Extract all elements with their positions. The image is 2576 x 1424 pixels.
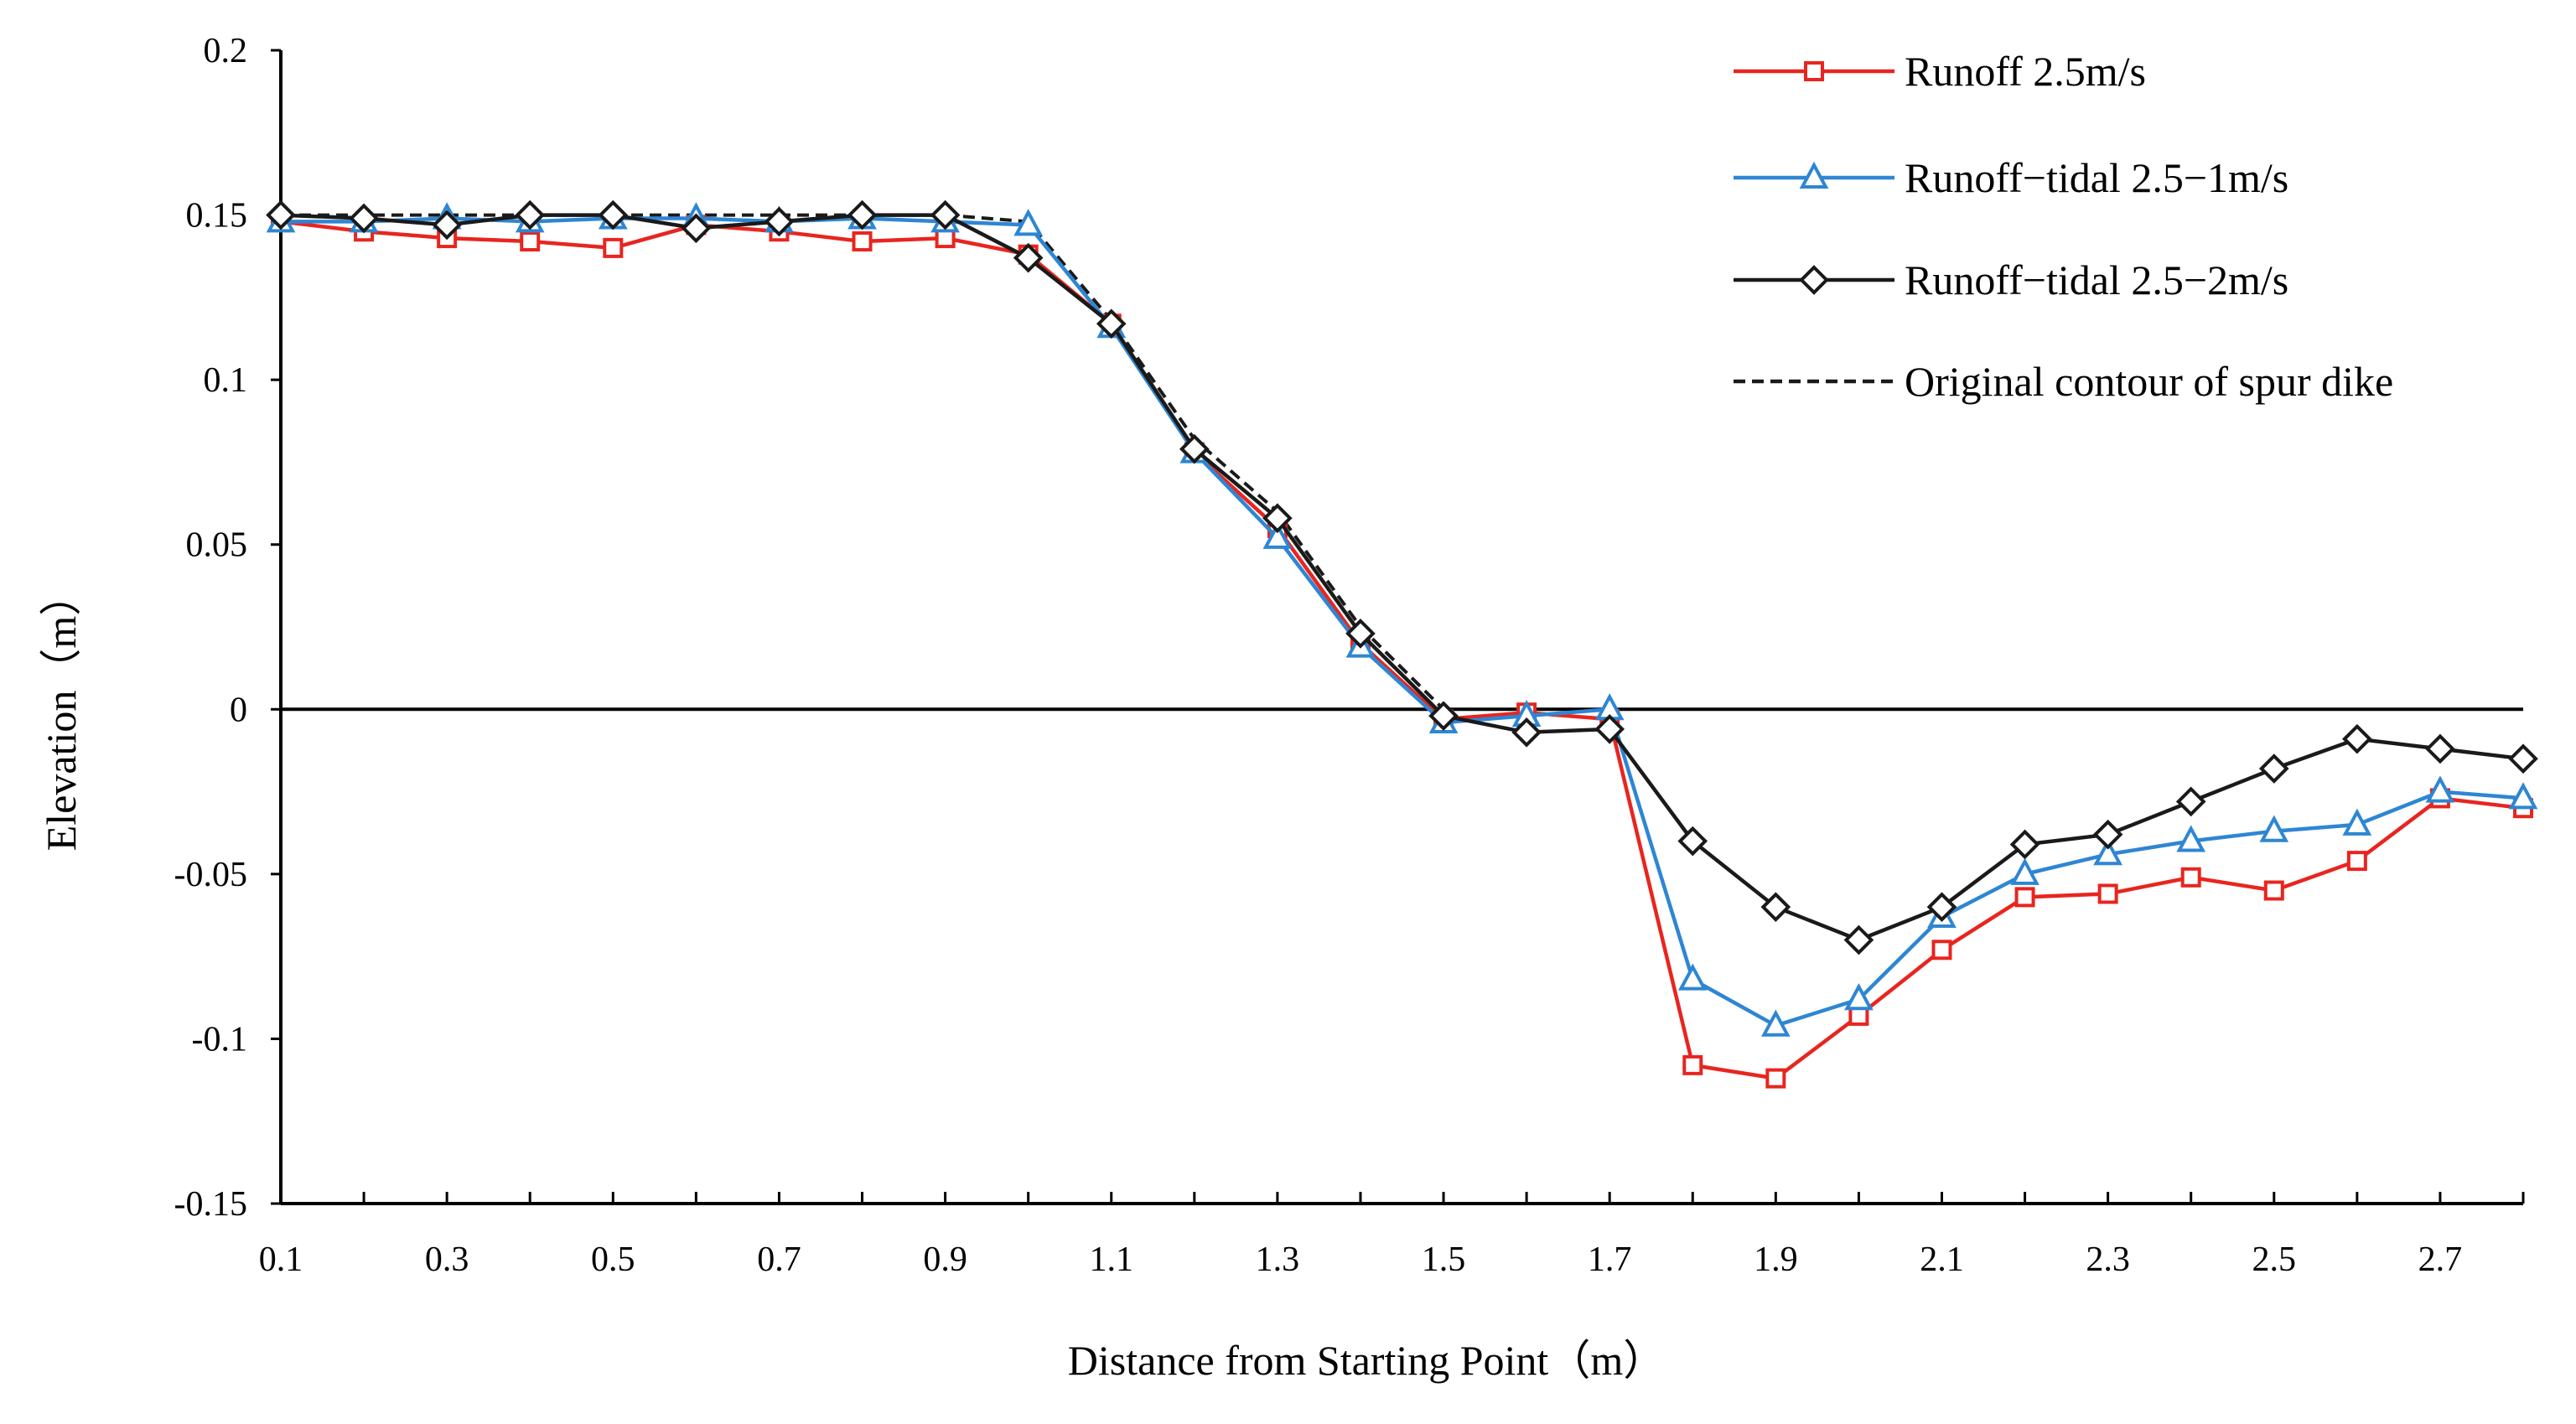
x-tick-label: 1.3: [1256, 1240, 1300, 1279]
x-tick-label: 1.1: [1089, 1240, 1133, 1279]
data-point: [1677, 963, 1708, 991]
x-tick-label: 0.9: [923, 1240, 967, 1279]
legend-swatch-marker: [1799, 265, 1829, 295]
data-point: [1262, 521, 1293, 549]
data-point: [1843, 924, 1874, 955]
y-tick-label: 0.15: [186, 197, 248, 236]
data-point: [2092, 819, 2123, 850]
data-point: [2259, 815, 2289, 842]
data-point: [1594, 714, 1625, 744]
x-tick-label: 0.7: [757, 1240, 801, 1279]
data-point: [930, 199, 961, 230]
legend-label: Runoff−tidal 2.5−2m/s: [1905, 256, 2288, 303]
data-point: [1345, 619, 1376, 649]
data-point: [847, 199, 878, 230]
data-point: [1931, 940, 1952, 961]
series-line: [281, 216, 2524, 1028]
x-axis-title: Distance from Starting Point（m）: [1068, 1337, 1665, 1384]
data-point: [1428, 701, 1459, 731]
y-tick-label: -0.1: [192, 1020, 248, 1059]
data-point: [598, 199, 629, 230]
data-point: [2342, 808, 2372, 836]
data-point: [1926, 892, 1957, 922]
data-point: [266, 199, 296, 230]
data-point: [2508, 782, 2538, 810]
data-point: [2425, 733, 2455, 764]
data-point: [2009, 829, 2040, 860]
y-tick-label: -0.15: [174, 1185, 248, 1224]
x-tick-label: 1.5: [1422, 1240, 1466, 1279]
x-tick-label: 1.7: [1588, 1240, 1632, 1279]
data-point: [1760, 892, 1791, 922]
data-point: [1765, 1068, 1786, 1089]
series-line: [280, 213, 2524, 942]
data-point: [603, 237, 624, 258]
data-point: [2263, 880, 2284, 901]
data-point: [1179, 433, 1210, 464]
legend-swatch-marker: [1799, 161, 1829, 189]
x-tick-label: 0.5: [591, 1240, 635, 1279]
y-tick-label: 0: [230, 691, 247, 729]
data-point: [1760, 1009, 1791, 1037]
data-point: [2342, 723, 2372, 754]
legend-label: Original contour of spur dike: [1905, 358, 2393, 405]
legend-item-2: Runoff−tidal 2.5−2m/s: [1734, 256, 2288, 303]
data-point: [1013, 242, 1044, 273]
y-tick-label: 0.05: [186, 526, 248, 565]
data-point: [349, 203, 379, 234]
data-point: [1677, 826, 1708, 857]
x-tick-label: 0.3: [425, 1240, 469, 1279]
x-tick-label: 0.1: [259, 1240, 303, 1279]
data-point: [2175, 786, 2206, 817]
data-point: [2176, 825, 2206, 852]
series-3: [281, 213, 1445, 711]
legend: Runoff 2.5m/s Runoff−tidal 2.5−1m/s Runoff…: [1734, 48, 2393, 405]
series-line: [280, 220, 2524, 1080]
data-point: [852, 231, 873, 252]
data-point: [1013, 209, 1044, 236]
x-tick-label: 1.9: [1754, 1240, 1798, 1279]
data-point: [515, 199, 546, 230]
data-point: [1844, 983, 1874, 1011]
series-2: [266, 199, 2538, 955]
legend-item-0: Runoff 2.5m/s: [1734, 48, 2146, 95]
series-layer: [266, 199, 2538, 1089]
data-point: [2093, 838, 2122, 866]
data-point: [1511, 717, 1542, 748]
legend-item-3: Original contour of spur dike: [1734, 358, 2393, 405]
y-tick-label: 0.1: [204, 361, 248, 400]
data-point: [2346, 851, 2367, 872]
x-tick-label: 2.7: [2418, 1240, 2463, 1279]
legend-label: Runoff−tidal 2.5−1m/s: [1905, 154, 2288, 201]
data-point: [2180, 867, 2201, 888]
y-axis-title: Elevation（m）: [38, 574, 85, 852]
data-point: [520, 231, 541, 252]
data-point: [2258, 753, 2289, 784]
legend-label: Runoff 2.5m/s: [1905, 48, 2146, 95]
data-point: [2010, 857, 2040, 885]
legend-item-1: Runoff−tidal 2.5−1m/s: [1734, 154, 2288, 201]
data-point: [2014, 887, 2035, 908]
data-point: [764, 206, 795, 237]
data-point: [1262, 503, 1293, 534]
x-tick-label: 2.5: [2252, 1240, 2297, 1279]
y-tick-label: 0.2: [204, 32, 248, 70]
series-1: [266, 202, 2538, 1037]
data-point: [1682, 1054, 1703, 1075]
y-tick-label: -0.05: [174, 856, 248, 894]
series-line: [281, 213, 1445, 711]
data-point: [1096, 308, 1127, 339]
x-tick-label: 2.3: [2086, 1240, 2130, 1279]
data-point: [2508, 743, 2538, 774]
data-point: [681, 213, 712, 244]
data-point: [432, 210, 462, 241]
legend-swatch-marker: [1804, 61, 1824, 81]
series-0: [271, 211, 2533, 1089]
axes-layer: 0.2 0.15 0.1 0.05 0 -0.05 -0.1 -0.15 0.1 0.3 0.5 0.…: [174, 32, 2525, 1279]
data-point: [2097, 883, 2118, 904]
data-point: [2425, 775, 2455, 803]
x-tick-label: 2.1: [1920, 1240, 1964, 1279]
